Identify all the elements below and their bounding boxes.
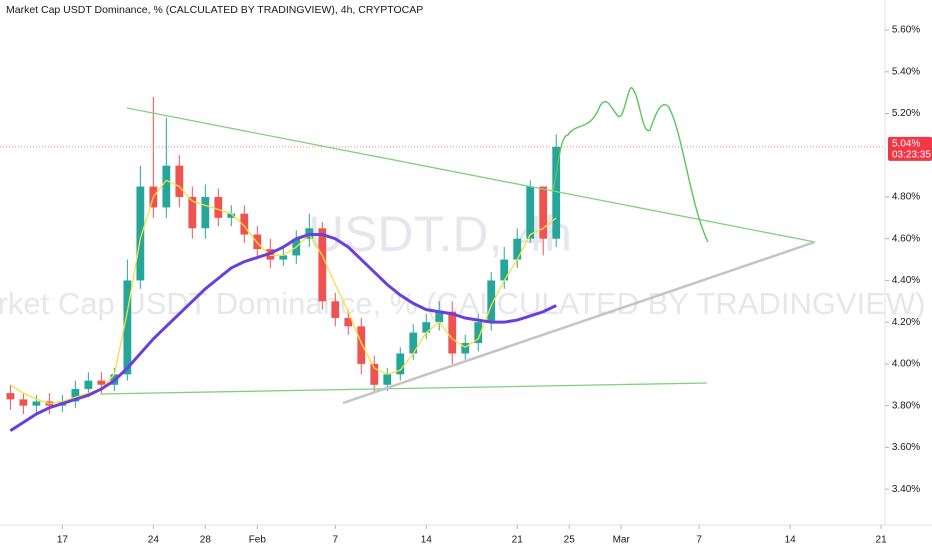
y-tick-label: 4.00%	[892, 359, 920, 370]
last-price-label: 5.04%	[892, 139, 920, 150]
x-tick-label: 21	[512, 535, 524, 546]
candle-body	[552, 146, 561, 239]
candle-body	[6, 393, 15, 400]
y-tick-label: 4.60%	[892, 233, 920, 244]
candle-body	[188, 196, 197, 229]
candle-body	[461, 343, 470, 354]
candle-body	[487, 280, 496, 323]
candle-body	[214, 196, 223, 218]
moving-average	[9, 233, 557, 432]
y-tick-label: 5.60%	[892, 25, 920, 36]
x-tick-label: 24	[148, 535, 160, 546]
descending-trendline	[126, 107, 816, 243]
candle-body	[435, 311, 444, 323]
candle-body	[396, 353, 405, 375]
candle-body	[227, 213, 236, 218]
y-tick-label: 4.40%	[892, 275, 920, 286]
candle-body	[526, 186, 535, 239]
x-tick-label: Feb	[249, 535, 267, 546]
candle-body	[175, 165, 184, 197]
candle-body	[331, 301, 340, 319]
x-tick-label: 7	[333, 535, 339, 546]
x-tick-label: 17	[57, 535, 69, 546]
candle-body	[409, 332, 418, 354]
candle-body	[318, 228, 327, 302]
y-tick-label: 4.80%	[892, 192, 920, 203]
candle-body	[279, 255, 288, 260]
x-tick-label: 28	[200, 535, 212, 546]
candle-body	[448, 311, 457, 354]
candle-body	[201, 196, 210, 229]
candle-body	[370, 363, 379, 385]
y-tick-label: 5.40%	[892, 66, 920, 77]
support-line	[99, 382, 708, 395]
chart-title: Market Cap USDT Dominance, % (CALCULATED…	[6, 4, 423, 16]
x-tick-label: 7	[696, 535, 702, 546]
candle-body	[240, 213, 249, 235]
candle-body	[136, 186, 145, 281]
x-tick-label: 14	[421, 535, 433, 546]
candle-body	[19, 399, 28, 406]
candle-body	[383, 374, 392, 385]
candle-body	[123, 280, 132, 375]
candle-body	[162, 165, 171, 208]
candle-body	[71, 388, 80, 402]
candle-body	[513, 238, 522, 260]
candle-body	[500, 259, 509, 281]
y-tick-label: 3.40%	[892, 484, 920, 495]
y-tick-label: 5.20%	[892, 108, 920, 119]
candle-body	[539, 186, 548, 239]
last-price-box	[888, 136, 932, 161]
y-tick-label: 3.80%	[892, 400, 920, 411]
candle-body	[32, 401, 41, 406]
candle-body	[474, 322, 483, 344]
y-tick-label: 3.60%	[892, 442, 920, 453]
x-tick-label: 21	[876, 535, 888, 546]
x-tick-label: 25	[564, 535, 576, 546]
countdown: 03:23:35	[892, 150, 931, 161]
candle-body	[422, 322, 431, 333]
ascending-trendline	[342, 240, 816, 405]
candle-body	[344, 318, 353, 327]
projection-path	[552, 87, 709, 243]
candle-body	[97, 380, 106, 385]
x-tick-label: Mar	[613, 535, 631, 546]
watermark-name: Market Cap USDT Dominance, % (CALCULATED…	[0, 286, 926, 321]
candle-body	[357, 326, 366, 364]
y-tick-label: 4.20%	[892, 317, 920, 328]
x-tick-label: 14	[785, 535, 797, 546]
candle-body	[84, 380, 93, 389]
drawings	[99, 87, 816, 405]
